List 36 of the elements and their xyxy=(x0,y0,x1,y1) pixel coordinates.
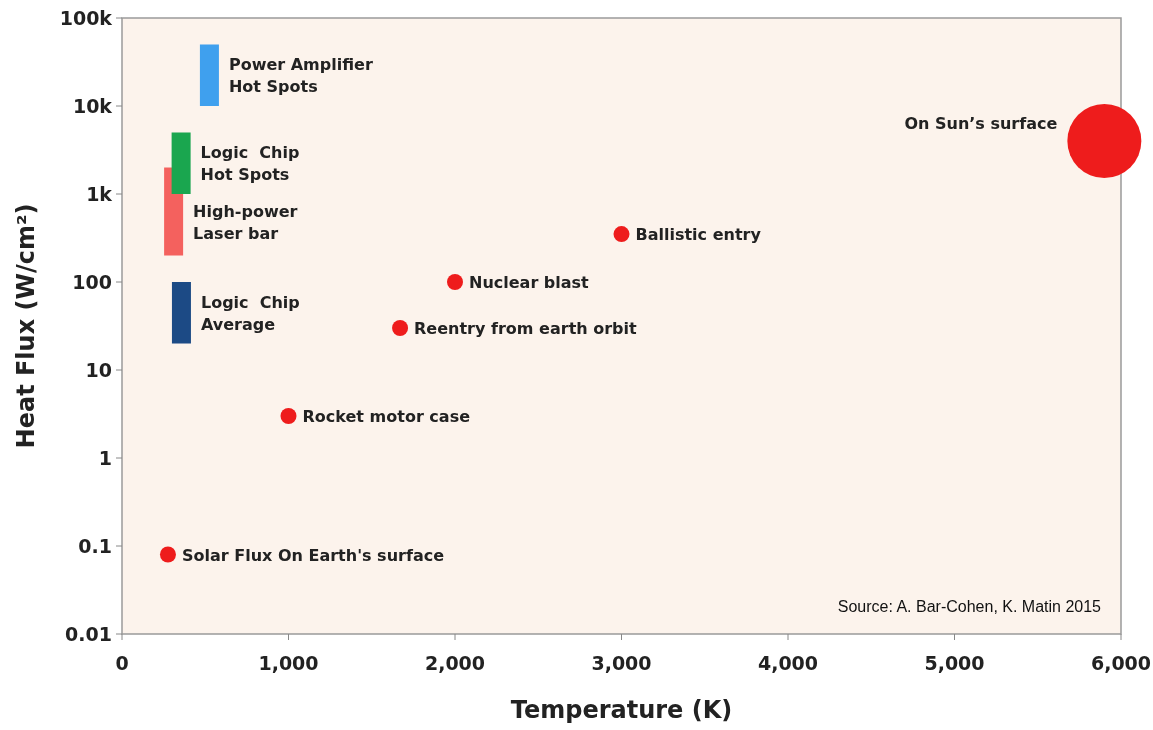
x-tick-label: 2,000 xyxy=(424,652,486,674)
y-tick-label: 10 xyxy=(85,359,112,381)
annotation: Source: A. Bar-Cohen, K. Matin 2015 xyxy=(837,598,1102,615)
series-label: Rocket motor case xyxy=(302,406,471,426)
bar xyxy=(199,44,219,106)
y-tick-label: 100k xyxy=(59,7,113,29)
series-label: Logic Chip Hot Spots xyxy=(200,142,300,184)
bar xyxy=(171,132,191,194)
series-label: Nuclear blast xyxy=(469,272,590,292)
series-label: On Sun’s surface xyxy=(904,113,1058,133)
y-tick-label: 1k xyxy=(86,183,113,205)
x-tick-label: 5,000 xyxy=(924,652,985,674)
point xyxy=(392,320,409,337)
series-label: Solar Flux On Earth's surface xyxy=(181,545,445,565)
point xyxy=(613,226,630,243)
series-label: Reentry from earth orbit xyxy=(414,318,638,338)
y-tick-label: 0.1 xyxy=(78,535,112,557)
bar xyxy=(171,282,191,344)
series-label: High-power Laser bar xyxy=(193,201,298,243)
x-tick-label: 3,000 xyxy=(591,652,652,674)
y-tick-label: 100 xyxy=(72,271,112,293)
point xyxy=(159,546,176,563)
y-tick-label: 0.01 xyxy=(65,623,112,645)
series-label: Power Amplifier Hot Spots xyxy=(228,54,373,96)
x-tick-label: 6,000 xyxy=(1090,652,1152,674)
series-label: Logic Chip Average xyxy=(200,292,300,334)
x-tick-label: 1,000 xyxy=(258,652,319,674)
x-tick-label: 4,000 xyxy=(757,652,819,674)
point xyxy=(280,408,297,425)
y-tick-label: 1 xyxy=(98,447,112,469)
y-axis-title: Heat Flux (W/cm²) xyxy=(12,203,40,449)
series-label: Ballistic entry xyxy=(635,224,762,244)
x-tick-label: 0 xyxy=(115,652,129,674)
point xyxy=(447,274,463,290)
y-tick-label: 10k xyxy=(72,95,113,117)
x-axis-title: Temperature (K) xyxy=(510,696,733,724)
